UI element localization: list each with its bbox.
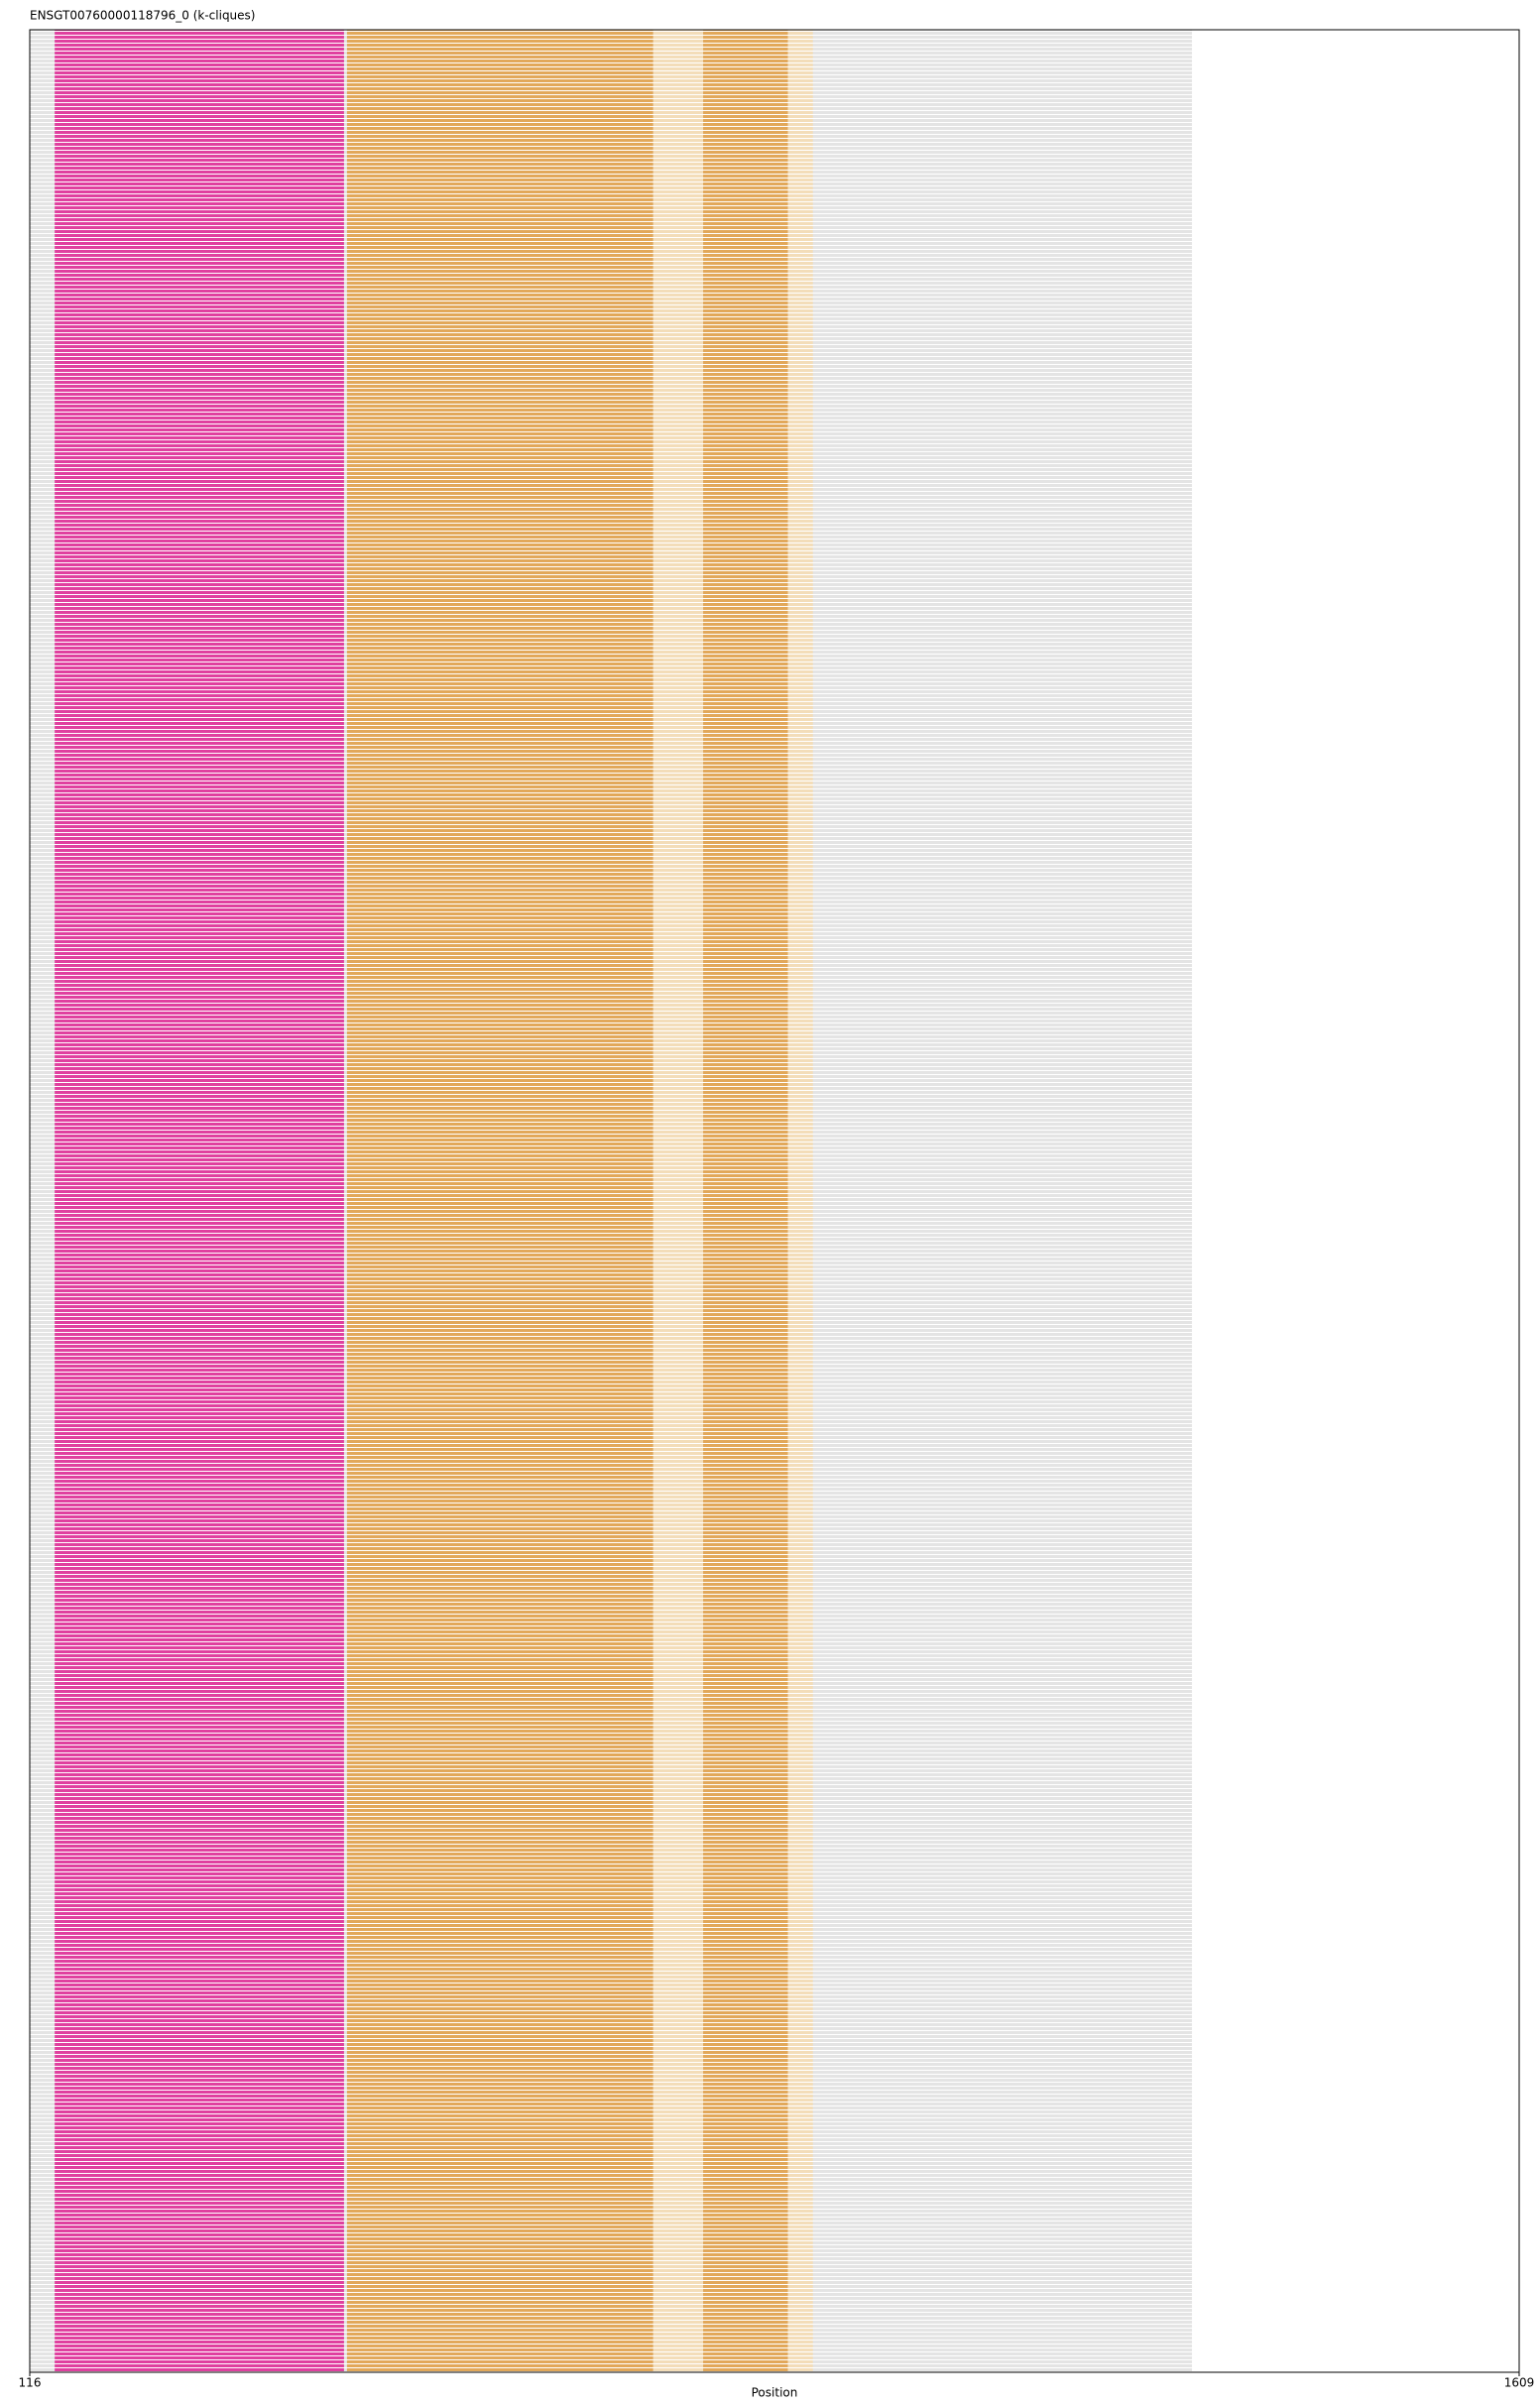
alignment-region <box>652 30 704 2372</box>
plot-frame <box>29 29 1520 2373</box>
alignment-region <box>346 30 653 2372</box>
x-tick-label: 1609 <box>1504 2376 1535 2390</box>
chart-title: ENSGT00760000118796_0 (k-cliques) <box>30 9 255 23</box>
alignment-region <box>55 30 344 2372</box>
x-tick-label: 116 <box>19 2376 42 2390</box>
alignment-region <box>787 30 813 2372</box>
alignment-region <box>703 30 788 2372</box>
x-axis-label: Position <box>752 2386 798 2400</box>
